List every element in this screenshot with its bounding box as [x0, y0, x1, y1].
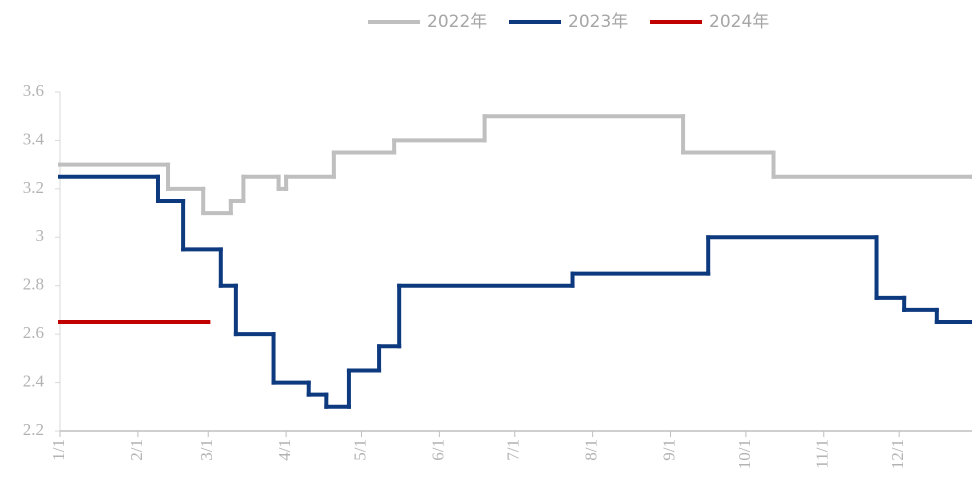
y-tick-label: 2.4: [23, 371, 45, 390]
series-line: [58, 114, 972, 216]
legend-label: 2024年: [709, 12, 769, 32]
y-tick-label: 2.6: [23, 323, 44, 342]
x-tick-label: 5/1: [350, 439, 369, 461]
y-tick-label: 2.8: [23, 275, 44, 294]
x-tick-label: 4/1: [275, 439, 294, 461]
y-tick-label: 3: [36, 226, 45, 245]
x-tick-label: 8/1: [582, 439, 601, 461]
x-tick-label: 2/1: [127, 439, 146, 461]
x-tick-label: 11/1: [813, 439, 832, 469]
x-tick-label: 1/1: [49, 439, 68, 461]
y-tick-label: 3.2: [23, 178, 44, 197]
legend-label: 2022年: [427, 12, 487, 32]
legend-label: 2023年: [568, 12, 628, 32]
y-tick-label: 3.4: [23, 129, 45, 148]
x-tick-label: 3/1: [197, 439, 216, 461]
x-tick-label: 10/1: [735, 439, 754, 469]
x-tick-label: 7/1: [504, 439, 523, 461]
y-tick-label: 3.6: [23, 81, 44, 100]
series-line: [58, 174, 972, 409]
x-tick-label: 9/1: [659, 439, 678, 461]
x-tick-label: 6/1: [428, 439, 447, 461]
x-tick-label: 12/1: [888, 439, 907, 469]
y-tick-label: 2.2: [23, 420, 44, 439]
